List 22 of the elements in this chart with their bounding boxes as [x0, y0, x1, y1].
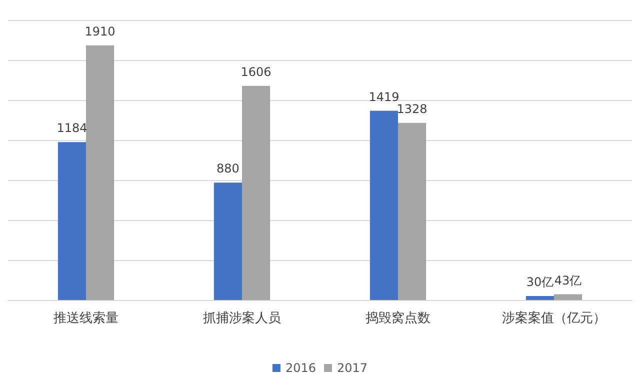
- bar: [58, 142, 86, 300]
- bar: [554, 294, 582, 300]
- data-label: 1328: [396, 102, 428, 116]
- bar: [526, 296, 554, 300]
- legend-label: 2017: [337, 361, 368, 375]
- data-label: 1184: [56, 121, 88, 136]
- bar: [214, 182, 242, 300]
- data-label: 880: [216, 162, 240, 176]
- data-label: 43亿: [554, 273, 582, 288]
- bar: [370, 110, 398, 300]
- data-label: 30亿: [526, 275, 554, 289]
- legend-label: 2016: [285, 361, 316, 375]
- data-label: 1606: [240, 64, 272, 79]
- data-label: 1910: [84, 24, 116, 38]
- bar: [242, 86, 270, 300]
- bar: [86, 45, 114, 300]
- x-tick-label: 涉案案值（亿元）: [502, 310, 606, 326]
- bar: [398, 122, 426, 300]
- data-label: 1419: [368, 90, 400, 104]
- x-tick-label: 抓捕涉案人员: [203, 310, 281, 326]
- x-tick-label: 推送线索量: [54, 311, 118, 326]
- x-tick-label: 捣毁窝点数: [366, 310, 430, 326]
